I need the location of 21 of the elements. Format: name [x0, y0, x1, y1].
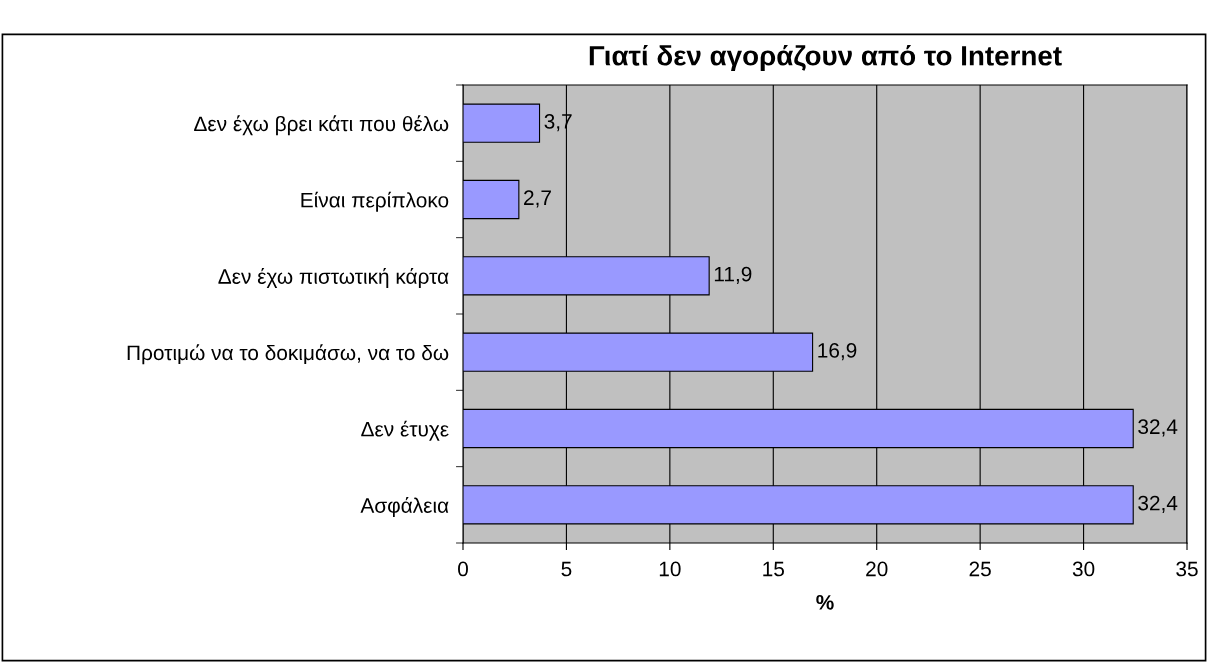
- x-tick-label: 10: [659, 561, 681, 577]
- y-tick-label: Είναι περίπλοκο: [301, 191, 449, 212]
- y-tick-label: Δεν έχω βρει κάτι που θέλω: [194, 115, 449, 136]
- data-label: 11,9: [714, 266, 752, 284]
- x-tick-label: 30: [1072, 561, 1095, 577]
- y-tick-label: Δεν έχω πιστωτική κάρτα: [218, 267, 449, 288]
- data-label: 2,7: [524, 190, 551, 208]
- data-label: 32,4: [1138, 419, 1178, 437]
- x-tick-label: 25: [969, 561, 991, 577]
- chart-title: Γιατί δεν αγοράζουν από το Internet: [589, 44, 1062, 72]
- x-tick-label: 20: [866, 561, 888, 577]
- data-label: 16,9: [818, 343, 857, 361]
- y-tick-label: Ασφάλεια: [360, 496, 449, 517]
- x-axis-title: %: [816, 594, 834, 610]
- data-label: 32,4: [1138, 495, 1178, 513]
- y-tick-label: Δεν έτυχε: [361, 420, 449, 441]
- x-tick-label: 0: [458, 561, 468, 577]
- x-tick-label: 5: [561, 561, 572, 577]
- x-tick-label: 35: [1176, 561, 1198, 577]
- x-tick-label: 15: [763, 561, 784, 577]
- y-tick-label: Προτιμώ να το δοκιμάσω, να το δω: [127, 344, 449, 365]
